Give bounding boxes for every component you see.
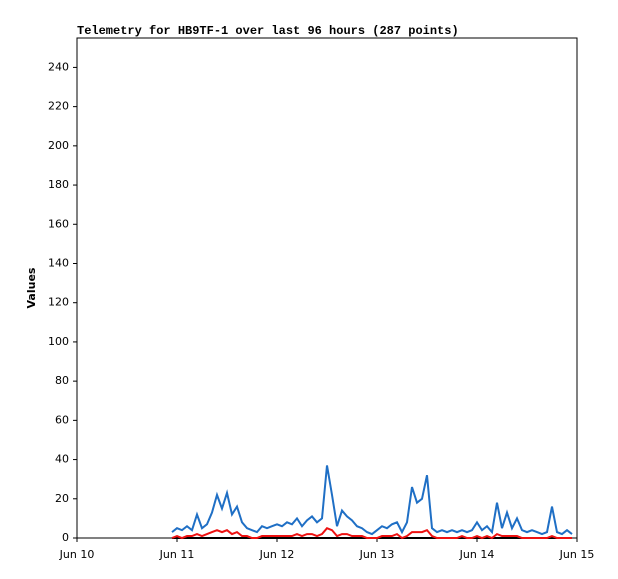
y-tick-label: 200	[48, 139, 69, 152]
y-tick-label: 140	[48, 256, 69, 269]
y-tick-label: 120	[48, 296, 69, 309]
y-tick-label: 20	[55, 492, 69, 505]
y-tick-label: 100	[48, 335, 69, 348]
x-tick-label: Jun 15	[559, 548, 595, 561]
y-axis-label: Values	[25, 267, 38, 308]
y-tick-label: 40	[55, 453, 69, 466]
y-tick-label: 0	[62, 531, 69, 544]
y-tick-label: 220	[48, 100, 69, 113]
x-tick-label: Jun 13	[359, 548, 395, 561]
chart-title: Telemetry for HB9TF-1 over last 96 hours…	[77, 24, 459, 38]
y-tick-label: 180	[48, 178, 69, 191]
x-tick-label: Jun 14	[459, 548, 495, 561]
series-line	[171, 527, 572, 540]
y-tick-label: 160	[48, 217, 69, 230]
series-line	[171, 465, 573, 536]
y-tick-label: 240	[48, 60, 69, 73]
y-tick-label: 60	[55, 413, 69, 426]
x-tick-label: Jun 12	[259, 548, 295, 561]
x-tick-label: Jun 10	[59, 548, 95, 561]
plot-frame	[76, 37, 578, 539]
x-tick-label: Jun 11	[159, 548, 195, 561]
y-tick-label: 80	[55, 374, 69, 387]
